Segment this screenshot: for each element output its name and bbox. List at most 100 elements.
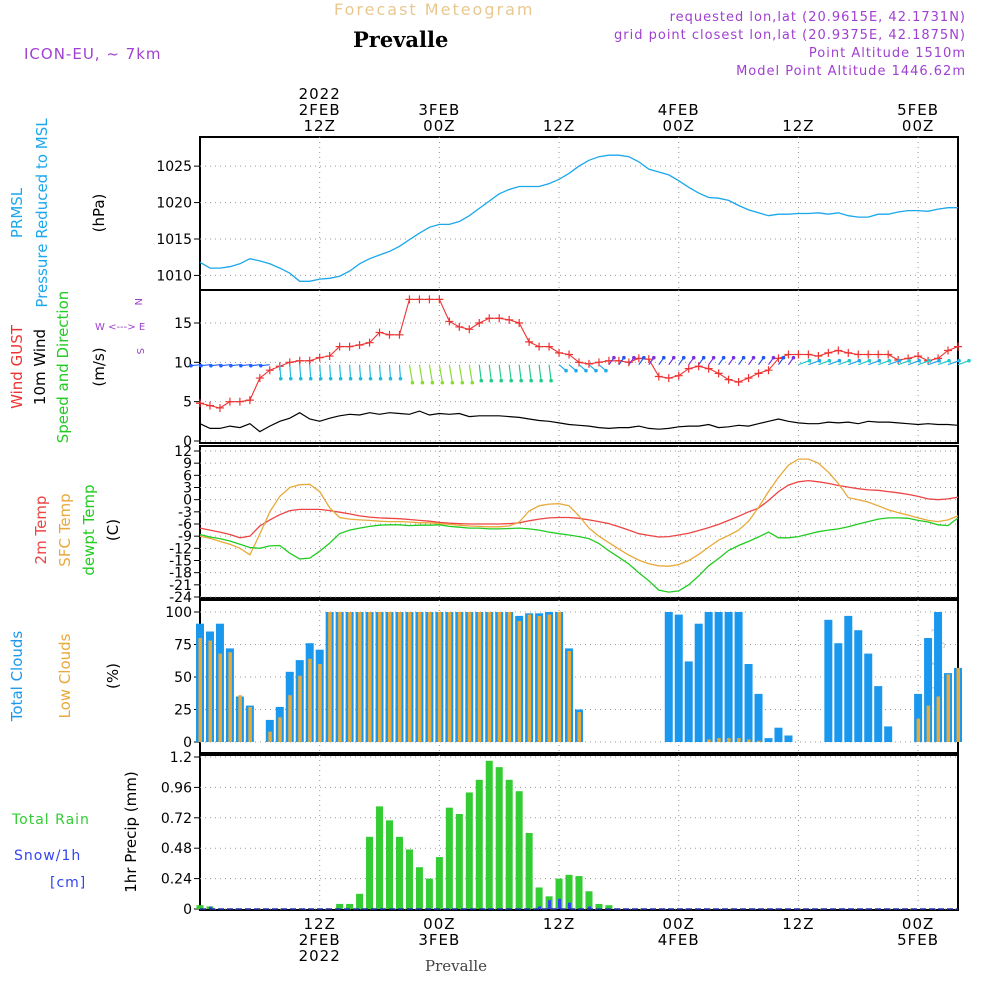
rain-bar [395, 836, 403, 909]
wind-arrow-head [209, 363, 213, 368]
gust-marker [315, 353, 324, 362]
point-altitude: Point Altitude 1510m [808, 46, 966, 61]
y-tick-label: 25 [174, 703, 192, 719]
gust-side-label: Wind GUST [8, 324, 26, 409]
gust-marker [196, 399, 204, 408]
low-cloud-bar [707, 739, 711, 742]
gust-marker [445, 317, 454, 326]
gust-line [199, 298, 959, 409]
total-cloud-bar [674, 614, 683, 742]
time-label-top: 2022 [299, 85, 341, 103]
low-clouds-side-label: Low Clouds [56, 633, 74, 718]
t2m-side-label: 2m Temp [32, 496, 50, 565]
wind-arrow-head [420, 380, 425, 385]
snow-bar [208, 906, 212, 909]
time-label-bottom: 2FEB [299, 931, 341, 949]
wind-arrow-head [199, 363, 203, 368]
gust-marker [834, 346, 843, 355]
gust-marker [944, 346, 953, 355]
total-cloud-bar [774, 727, 783, 742]
model-point-altitude: Model Point Altitude 1446.62m [736, 64, 966, 79]
low-cloud-bar [537, 615, 542, 742]
meteogram-title: Forecast Meteogram [334, 0, 535, 19]
wind-direction-arrow [299, 364, 302, 379]
wind-arrow-head [288, 376, 293, 381]
gust-marker [245, 396, 254, 405]
snow-bar [558, 898, 562, 909]
wind-direction-arrow [907, 360, 920, 366]
low-cloud-bar [926, 705, 931, 742]
wind-arrow-head [907, 358, 911, 363]
wind-arrow-head [430, 380, 435, 385]
y-tick-label: 0 [183, 902, 192, 918]
total-cloud-bar [854, 630, 863, 742]
pressure-side-label-long: Pressure Reduced to MSL [33, 118, 51, 308]
y-tick-label: 1020 [156, 196, 192, 212]
rain-bar [465, 792, 473, 909]
wind-arrow-head [338, 376, 343, 381]
time-label-top: 4FEB [658, 101, 700, 119]
gust-marker [505, 315, 514, 324]
low-cloud-bar [936, 696, 941, 742]
wind-direction-arrow [897, 360, 910, 366]
wind-arrow-head [731, 355, 736, 360]
wind-arrow-head [612, 355, 616, 360]
wind-arrow-head [887, 358, 892, 363]
wind-arrow-head [927, 358, 931, 363]
wind-arrow-head [574, 368, 578, 373]
wind-direction-arrow [528, 364, 532, 381]
y-tick-label: 50 [174, 670, 192, 686]
gust-marker [884, 350, 893, 359]
gust-marker [395, 330, 404, 339]
wind-arrow-head [489, 378, 494, 383]
wind-arrow-head [368, 376, 373, 381]
snow-bar [548, 900, 552, 909]
wind-arrow-head [857, 358, 862, 363]
rain-bar [415, 867, 423, 909]
rain-bar [575, 876, 583, 909]
low-cloud-bar [397, 612, 402, 742]
low-cloud-bar [198, 638, 202, 742]
snow-side-label: Snow/1h [14, 848, 81, 864]
wind-direction-arrow [378, 364, 382, 379]
low-cloud-bar [567, 651, 572, 742]
wind-arrow-head [564, 368, 568, 373]
wind-unit-label: (m/s) [90, 347, 108, 386]
gust-marker [475, 319, 484, 327]
gust-marker [864, 350, 873, 359]
gust-marker [385, 330, 394, 339]
low-cloud-bar [388, 612, 392, 742]
time-label-bottom: 3FEB [418, 931, 460, 949]
time-label-top: 00Z [902, 117, 934, 135]
wind-arrow-head [691, 355, 696, 360]
wind-direction-arrow [887, 360, 900, 366]
low-cloud-bar [747, 739, 751, 742]
gust-marker [624, 358, 633, 367]
wind-direction-arrow [358, 364, 362, 379]
wind-direction-arrow [488, 364, 492, 381]
panel-frame [199, 754, 959, 911]
wind-direction-arrow [508, 364, 512, 381]
time-label-top: 2FEB [299, 101, 341, 119]
location-name: Prevalle [353, 27, 449, 52]
gust-marker [565, 350, 574, 359]
wind-direction-arrow [368, 364, 372, 379]
low-cloud-bar [547, 614, 552, 742]
gust-marker [455, 322, 464, 331]
total-cloud-bar [764, 738, 773, 742]
gust-marker [415, 295, 424, 304]
wind-direction-arrow [309, 364, 312, 379]
wind-direction-arrow [319, 364, 322, 379]
wind-arrow-head [318, 376, 323, 381]
rain-bar [455, 814, 463, 909]
y-tick-label: 0 [183, 434, 192, 450]
wind-arrow-head [761, 355, 766, 360]
wind-arrow-head [642, 355, 646, 360]
wind-arrow-head [847, 358, 852, 363]
wind-arrow-head [967, 358, 971, 363]
wind-direction-arrow [468, 364, 473, 383]
y-tick-label: 0 [183, 735, 192, 751]
wind-direction-arrow [398, 364, 402, 379]
low-cloud-bar [208, 640, 212, 742]
gust-marker [874, 350, 883, 359]
